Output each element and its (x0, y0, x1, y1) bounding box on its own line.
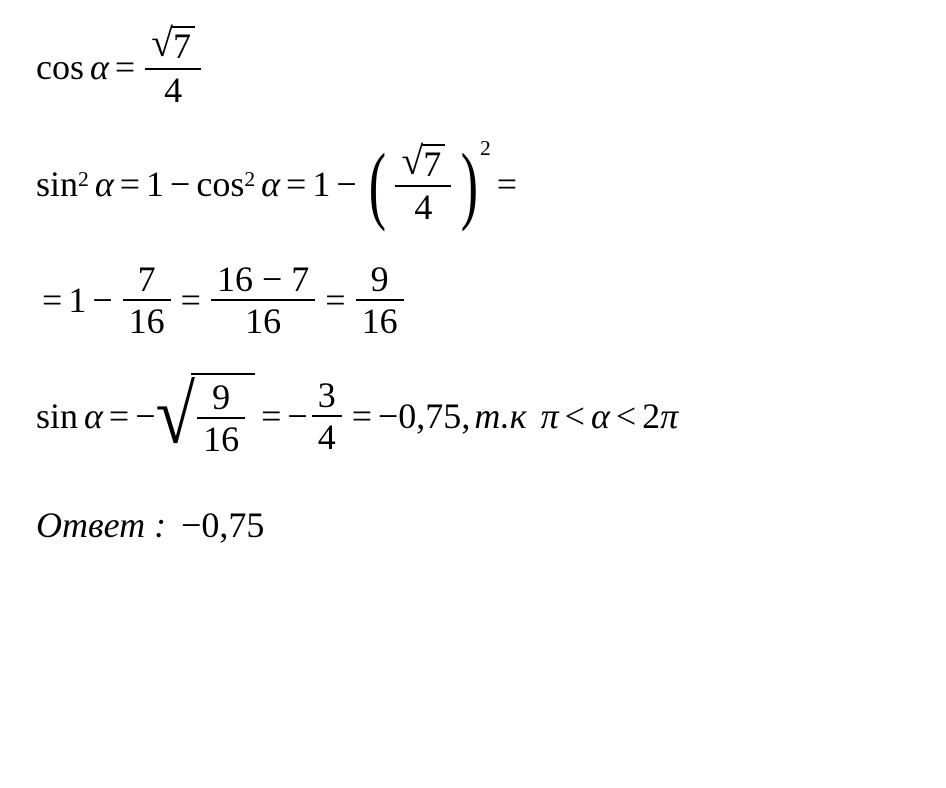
numerator-9: 9 (365, 259, 395, 299)
equals: = (115, 49, 135, 85)
equals: = (109, 398, 129, 434)
minus: − (92, 282, 112, 318)
right-paren: ) (461, 150, 478, 219)
denominator-4: 4 (158, 70, 188, 110)
equation-3: = 1 − 7 16 = 16 − 7 16 = 9 16 (36, 259, 910, 341)
equals: = (286, 166, 306, 202)
since-abbrev: т.к (474, 398, 526, 434)
alpha-var: α (95, 166, 114, 202)
numerator-3: 3 (312, 375, 342, 415)
equals: = (261, 398, 281, 434)
equals: = (325, 282, 345, 318)
one: 1 (312, 166, 330, 202)
sin-func: sin (36, 398, 78, 434)
math-derivation: cos α = √ 7 4 sin 2 α = 1 − cos 2 α = 1 … (0, 0, 946, 567)
fraction-9-16: 9 16 (356, 259, 404, 341)
fraction-sqrt7-over-4: √ 7 4 (395, 142, 451, 228)
cos-func: cos (196, 166, 244, 202)
paren-exponent-2: 2 (480, 138, 491, 160)
decimal-value: −0,75 (378, 398, 461, 434)
sin-func: sin (36, 166, 78, 202)
cos-func: cos (36, 49, 84, 85)
answer-line: Ответ : −0,75 (36, 507, 910, 543)
equation-1: cos α = √ 7 4 (36, 24, 910, 110)
numerator-16-7: 16 − 7 (211, 259, 315, 299)
fraction-3-4: 3 4 (312, 375, 342, 457)
denominator-16: 16 (356, 301, 404, 341)
alpha-var: α (591, 398, 610, 434)
numerator-9: 9 (206, 377, 236, 417)
fraction-16minus7-16: 16 − 7 16 (211, 259, 315, 341)
answer-value: −0,75 (181, 505, 264, 545)
minus: − (336, 166, 356, 202)
negative-sign: − (135, 398, 155, 434)
alpha-var: α (261, 166, 280, 202)
denominator-16: 16 (123, 301, 171, 341)
left-paren: ( (368, 150, 385, 219)
fraction-7-16: 7 16 (123, 259, 171, 341)
trailing-equals: = (497, 166, 517, 202)
radicand-7: 7 (421, 144, 445, 182)
two: 2 (642, 398, 660, 434)
less-than: < (565, 398, 585, 434)
exponent-2: 2 (244, 169, 255, 191)
fraction-9-16: 9 16 (197, 377, 245, 459)
equals: = (352, 398, 372, 434)
equals: = (120, 166, 140, 202)
fraction-sqrt7-over-4: √ 7 4 (145, 24, 201, 110)
one: 1 (68, 282, 86, 318)
equals: = (181, 282, 201, 318)
equation-4: sin α = − √ 9 16 = − 3 4 = −0,75 , т.к π… (36, 373, 910, 459)
denominator-4: 4 (312, 417, 342, 457)
pi: π (541, 398, 559, 434)
denominator-4: 4 (408, 187, 438, 227)
sqrt-7: √ 7 (151, 26, 195, 66)
one: 1 (146, 166, 164, 202)
comma: , (461, 398, 470, 434)
alpha-var: α (84, 398, 103, 434)
alpha-var: α (90, 49, 109, 85)
sqrt-of-9-16: √ 9 16 (156, 373, 256, 459)
leading-equals: = (42, 282, 62, 318)
numerator-7: 7 (132, 259, 162, 299)
denominator-16: 16 (197, 419, 245, 459)
answer-label: Ответ : (36, 505, 166, 545)
exponent-2: 2 (78, 169, 89, 191)
denominator-16: 16 (239, 301, 287, 341)
negative-sign: − (287, 398, 307, 434)
pi: π (660, 398, 678, 434)
less-than: < (616, 398, 636, 434)
equation-2: sin 2 α = 1 − cos 2 α = 1 − ( √ 7 4 ) 2 … (36, 142, 910, 228)
radicand-7: 7 (171, 26, 195, 64)
sqrt-7: √ 7 (401, 144, 445, 184)
minus: − (170, 166, 190, 202)
